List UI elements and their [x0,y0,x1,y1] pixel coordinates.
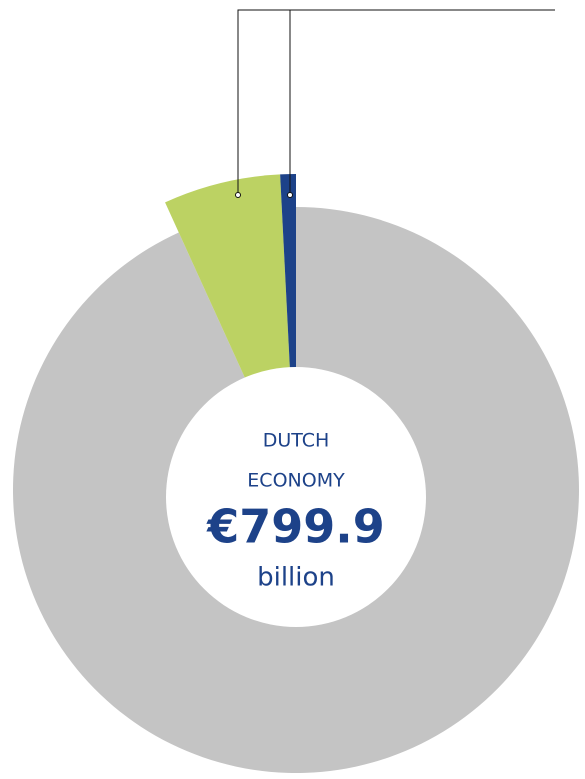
leader-lines [237,9,555,195]
center-label: DUTCH [263,430,330,452]
donut-hole [166,367,426,627]
leader-dot [287,192,293,198]
center-label: ECONOMY [247,470,345,492]
center-value: €799.9 [206,500,385,554]
center-unit: billion [257,563,335,593]
leader-dot [235,192,241,198]
